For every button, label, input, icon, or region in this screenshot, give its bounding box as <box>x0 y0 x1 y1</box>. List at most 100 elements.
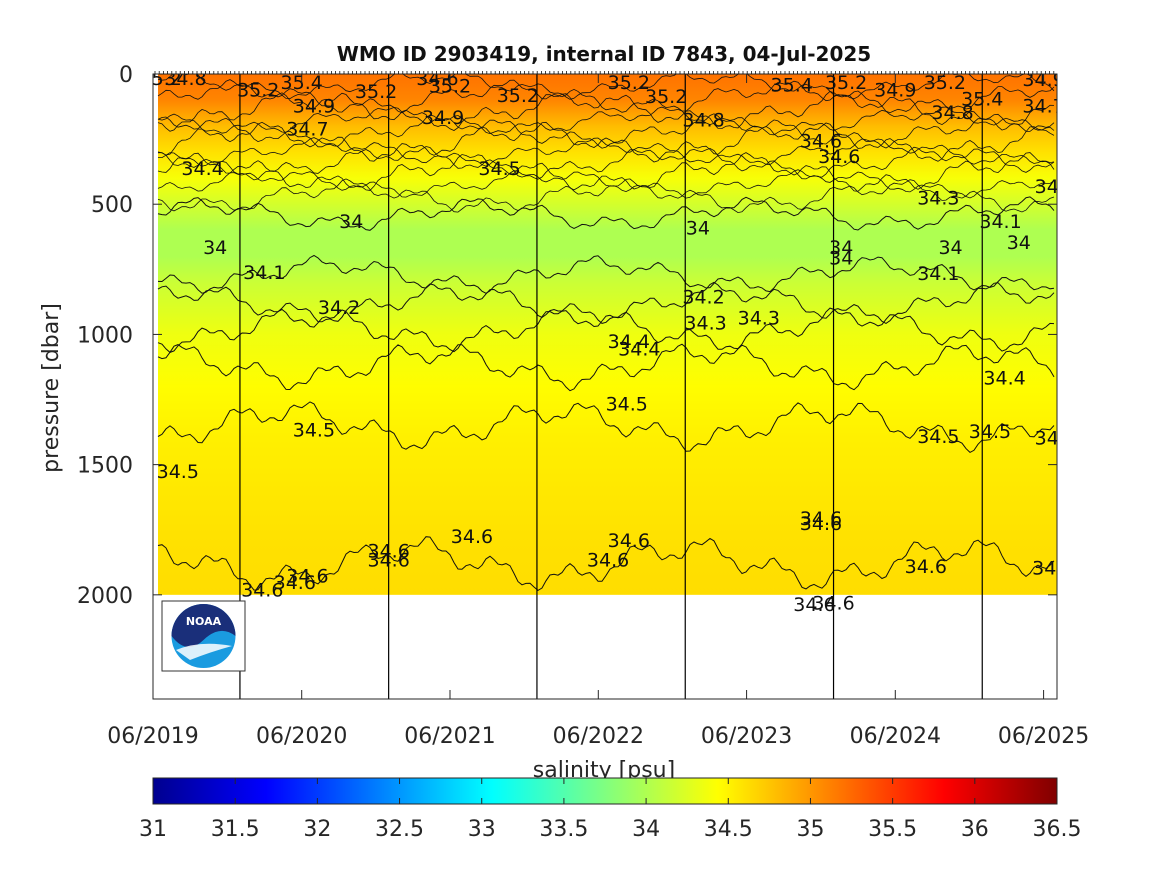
contour-label: 34.6 <box>1032 557 1074 579</box>
colorbar-tick-label: 33 <box>468 817 496 842</box>
contour-line-upper <box>157 178 1055 214</box>
contour-label: 34.8 <box>164 68 206 90</box>
contour-line-upper <box>157 121 1055 163</box>
y-tick-label: 2000 <box>77 584 133 609</box>
contour-label: 34.3 <box>738 307 780 329</box>
contour-label: 34.6 <box>905 556 947 578</box>
contour-label: 34.6 <box>367 541 409 563</box>
contour-label: 34.5 <box>157 461 199 483</box>
contour-label: 34.5 <box>478 158 520 180</box>
x-tick-label: 06/2020 <box>256 724 347 749</box>
contour-label: 34.6 <box>608 530 650 552</box>
x-tick-label: 06/2025 <box>998 724 1089 749</box>
contour-label: 34.4 <box>618 339 660 361</box>
logo-text: NOAA <box>186 615 222 628</box>
noaa-logo: NOAA <box>161 600 246 672</box>
colorbar-tick-label: 34.5 <box>704 817 753 842</box>
contour-label: 34 <box>829 248 853 270</box>
y-tick-label: 1000 <box>77 323 133 348</box>
colorbar-tick-label: 35 <box>796 817 824 842</box>
contour-label: 34.6 <box>451 526 493 548</box>
contour-line-upper <box>157 113 1055 149</box>
salinity-field <box>158 74 1057 595</box>
contour-labels: 35.234.835.2 35.434.934.735.234.635.234.9… <box>140 68 1077 616</box>
contour-label: 34.6 <box>800 513 842 535</box>
contour-label: 34.6 <box>800 130 842 152</box>
x-tick-label: 06/2021 <box>404 724 495 749</box>
contour-line-upper <box>157 146 1055 181</box>
contour-lines <box>157 74 1055 592</box>
colorbar-tick-label: 36.5 <box>1033 817 1082 842</box>
contour-label: 34 <box>1007 232 1031 254</box>
contour-label: 34.6 <box>416 68 458 90</box>
contour-label: 34.5 <box>969 421 1011 443</box>
contour-line-upper <box>157 79 1055 114</box>
x-tick-label: 06/2022 <box>553 724 644 749</box>
contour-label: 35.2 <box>825 72 867 94</box>
contour-label: 35.2 <box>140 68 182 90</box>
x-tick-label: 06/2019 <box>107 724 198 749</box>
chart-title: WMO ID 2903419, internal ID 7843, 04-Jul… <box>337 42 871 66</box>
contour-label: 34.4 <box>1035 176 1077 198</box>
contour-label: 34.8 <box>682 110 724 132</box>
contour-label: 35.2 <box>355 81 397 103</box>
contour-line-34-5 <box>157 401 1055 454</box>
contour-label: 34.5 <box>606 393 648 415</box>
colorbar-tick-label: 36 <box>961 817 989 842</box>
contour-label: 35.4 <box>961 89 1003 111</box>
contour-label: 34.6 <box>367 550 409 572</box>
colorbar-tick-label: 34 <box>632 817 660 842</box>
contour-label: 35.2 <box>497 85 539 107</box>
contour-line-upper <box>157 91 1055 132</box>
colorbar-tick-label: 35.5 <box>868 817 917 842</box>
contour-label: 34.1 <box>243 262 285 284</box>
contour-label: 34.6 <box>274 572 316 594</box>
contour-line-34-2 <box>157 281 1055 324</box>
contour-label: 34.2 <box>318 297 360 319</box>
colorbar-tick-label: 31.5 <box>211 817 260 842</box>
contour-label: 34.7 <box>286 119 328 141</box>
contour-line-upper <box>157 106 1055 136</box>
contour-label: 34 <box>203 237 227 259</box>
colorbar-tick-label: 31 <box>139 817 167 842</box>
contour-label: 34.9 <box>874 80 916 102</box>
contour-label: 34.4 <box>181 158 223 180</box>
y-tick-label: 500 <box>91 193 133 218</box>
contour-label: 34.9 <box>293 95 335 117</box>
contour-label: 34.3 <box>917 188 959 210</box>
contour-label: 35.2 <box>645 86 687 108</box>
y-axis-label: pressure [dbar] <box>39 303 64 473</box>
contour-line-upper <box>158 137 1055 167</box>
contour-label: 34.9 <box>422 107 464 129</box>
contour-label: 34.7 <box>1022 95 1064 117</box>
contour-label: 34.5 <box>293 419 335 441</box>
contour-label: 35.2 <box>429 76 471 98</box>
contour-label: 34.1 <box>917 263 959 285</box>
contour-line-34 <box>157 196 1055 231</box>
contour-label: 34.4 <box>608 331 650 353</box>
colorbar-ticks: 31 31.5 32 32.5 33 33.5 34 34.5 35 35.5 36 36.5 <box>139 778 1081 842</box>
year-markers <box>239 74 983 699</box>
contour-label: 35.4 <box>281 72 323 94</box>
colorbar <box>152 777 1058 805</box>
x-tick-label: 06/2023 <box>701 724 792 749</box>
contour-line-upper <box>157 152 1055 192</box>
contour-label: 34 <box>686 218 710 240</box>
y-axis: 0 500 1000 1500 2000 <box>77 63 1057 609</box>
contour-label: 34.6 <box>800 508 842 530</box>
contour-label: 34.8 <box>931 102 973 124</box>
contour-label: 35.2 <box>924 72 966 94</box>
contour-label: 34.3 <box>684 313 726 335</box>
contour-line-34-4 <box>157 343 1055 392</box>
contour-label: 34.5 <box>1035 427 1077 449</box>
contour-label: 34.9 <box>1022 69 1064 91</box>
y-tick-label: 0 <box>119 63 133 88</box>
colorbar-tick-label: 32 <box>303 817 331 842</box>
contour-line-34-1 <box>157 254 1055 294</box>
contour-line-34-6 <box>157 536 1055 592</box>
contour-label: 34.4 <box>983 367 1025 389</box>
contour-label: 35.2 <box>237 80 279 102</box>
contour-label: 34.6 <box>793 594 835 616</box>
contour-label: 34.1 <box>979 211 1021 233</box>
